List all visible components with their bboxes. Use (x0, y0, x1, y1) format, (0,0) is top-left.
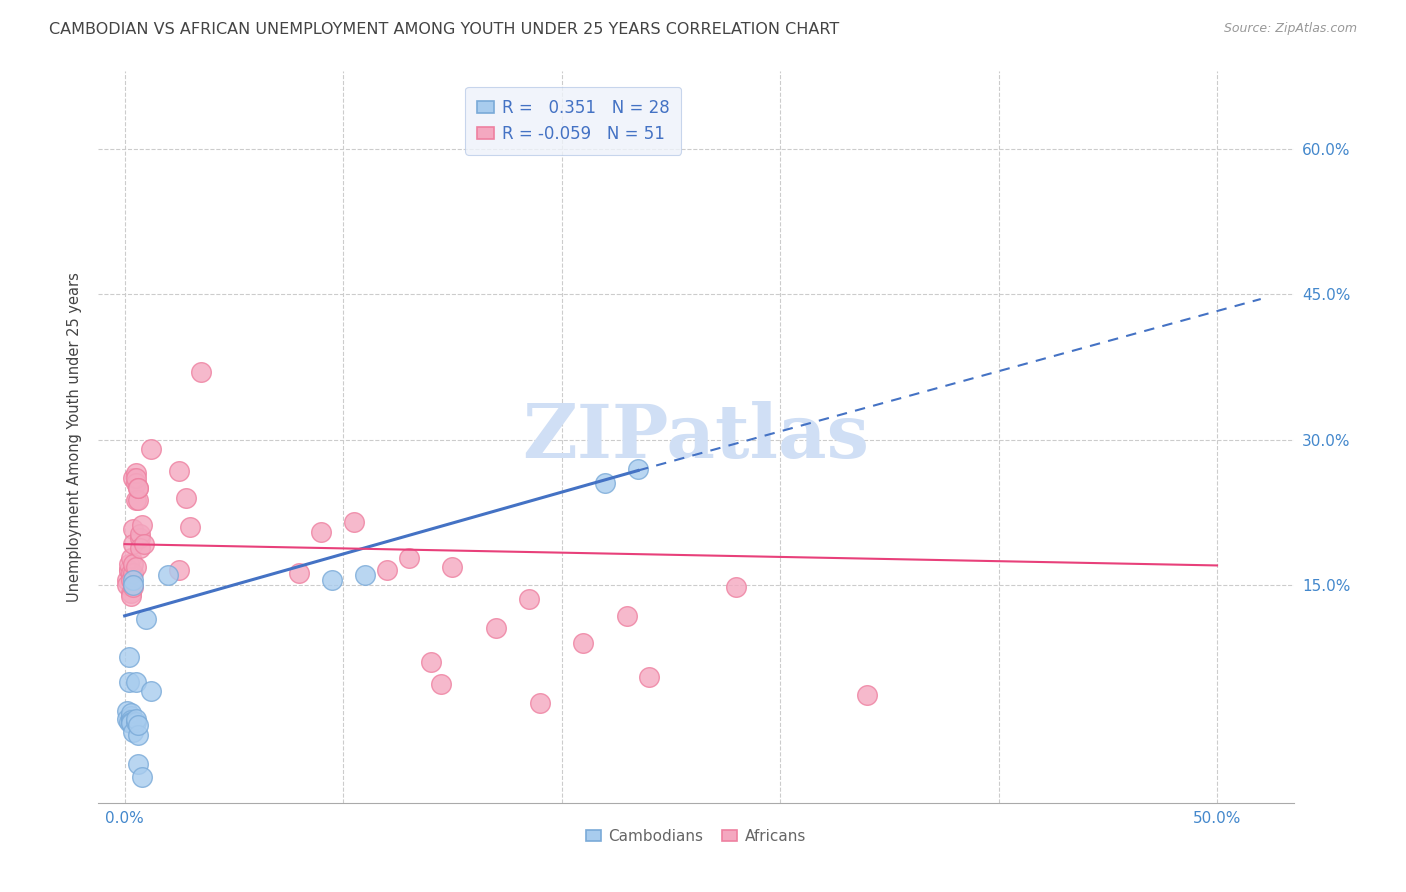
Point (120, 566, 142, 581)
Point (288, 566, 311, 581)
Point (124, 715, 146, 730)
Point (118, 563, 141, 577)
Text: Source: ZipAtlas.com: Source: ZipAtlas.com (1223, 22, 1357, 36)
Point (529, 696, 551, 710)
Point (134, 537, 156, 551)
Point (157, 568, 180, 582)
Point (430, 676, 453, 690)
Point (375, 563, 398, 577)
Point (127, 481, 149, 495)
Point (131, 770, 153, 784)
Point (124, 560, 146, 574)
Point (115, 704, 138, 718)
Point (124, 674, 146, 689)
Point (122, 557, 145, 571)
Point (120, 708, 142, 723)
Point (118, 715, 141, 730)
Point (127, 757, 149, 772)
Point (398, 550, 420, 565)
Text: CAMBODIAN VS AFRICAN UNEMPLOYMENT AMONG YOUTH UNDER 25 YEARS CORRELATION CHART: CAMBODIAN VS AFRICAN UNEMPLOYMENT AMONG … (49, 22, 839, 37)
Point (725, 580, 748, 594)
Point (135, 612, 157, 626)
Point (354, 568, 377, 582)
Point (139, 442, 162, 457)
Point (517, 592, 540, 607)
Point (118, 557, 141, 571)
Point (167, 463, 190, 477)
Point (122, 522, 145, 536)
Point (118, 563, 141, 577)
Point (616, 608, 638, 623)
Point (124, 712, 146, 726)
Point (124, 492, 146, 507)
Point (129, 541, 152, 555)
Point (122, 580, 145, 594)
Point (127, 492, 149, 507)
Point (120, 550, 142, 565)
Point (856, 688, 879, 702)
Point (627, 461, 650, 475)
Legend: Cambodians, Africans: Cambodians, Africans (579, 822, 813, 850)
Point (120, 714, 142, 728)
Point (595, 476, 617, 491)
Point (124, 467, 146, 481)
Point (127, 481, 149, 495)
Point (167, 563, 190, 577)
Point (343, 515, 366, 529)
Point (127, 718, 149, 732)
Point (131, 517, 153, 532)
Point (124, 476, 146, 491)
Point (190, 365, 212, 379)
Point (118, 674, 141, 689)
Point (122, 471, 145, 485)
Text: ZIPatlas: ZIPatlas (523, 401, 869, 474)
Y-axis label: Unemployment Among Youth under 25 years: Unemployment Among Youth under 25 years (66, 272, 82, 602)
Point (115, 578, 138, 592)
Point (124, 471, 146, 485)
Point (572, 636, 595, 650)
Point (419, 656, 441, 670)
Point (139, 684, 162, 698)
Point (118, 650, 141, 665)
Point (120, 573, 142, 587)
Point (115, 712, 138, 726)
Point (120, 590, 142, 604)
Point (122, 725, 145, 739)
Point (129, 527, 152, 541)
Point (120, 716, 142, 731)
Point (122, 566, 145, 581)
Point (441, 560, 464, 574)
Point (311, 524, 333, 539)
Point (127, 728, 149, 742)
Point (122, 537, 145, 551)
Point (120, 585, 142, 599)
Point (321, 573, 343, 587)
Point (120, 712, 142, 726)
Point (174, 491, 197, 505)
Point (115, 573, 138, 587)
Point (122, 578, 145, 592)
Point (122, 573, 145, 587)
Point (120, 715, 142, 730)
Point (120, 706, 142, 720)
Point (179, 519, 201, 533)
Point (485, 622, 508, 636)
Point (638, 670, 661, 684)
Point (129, 531, 152, 545)
